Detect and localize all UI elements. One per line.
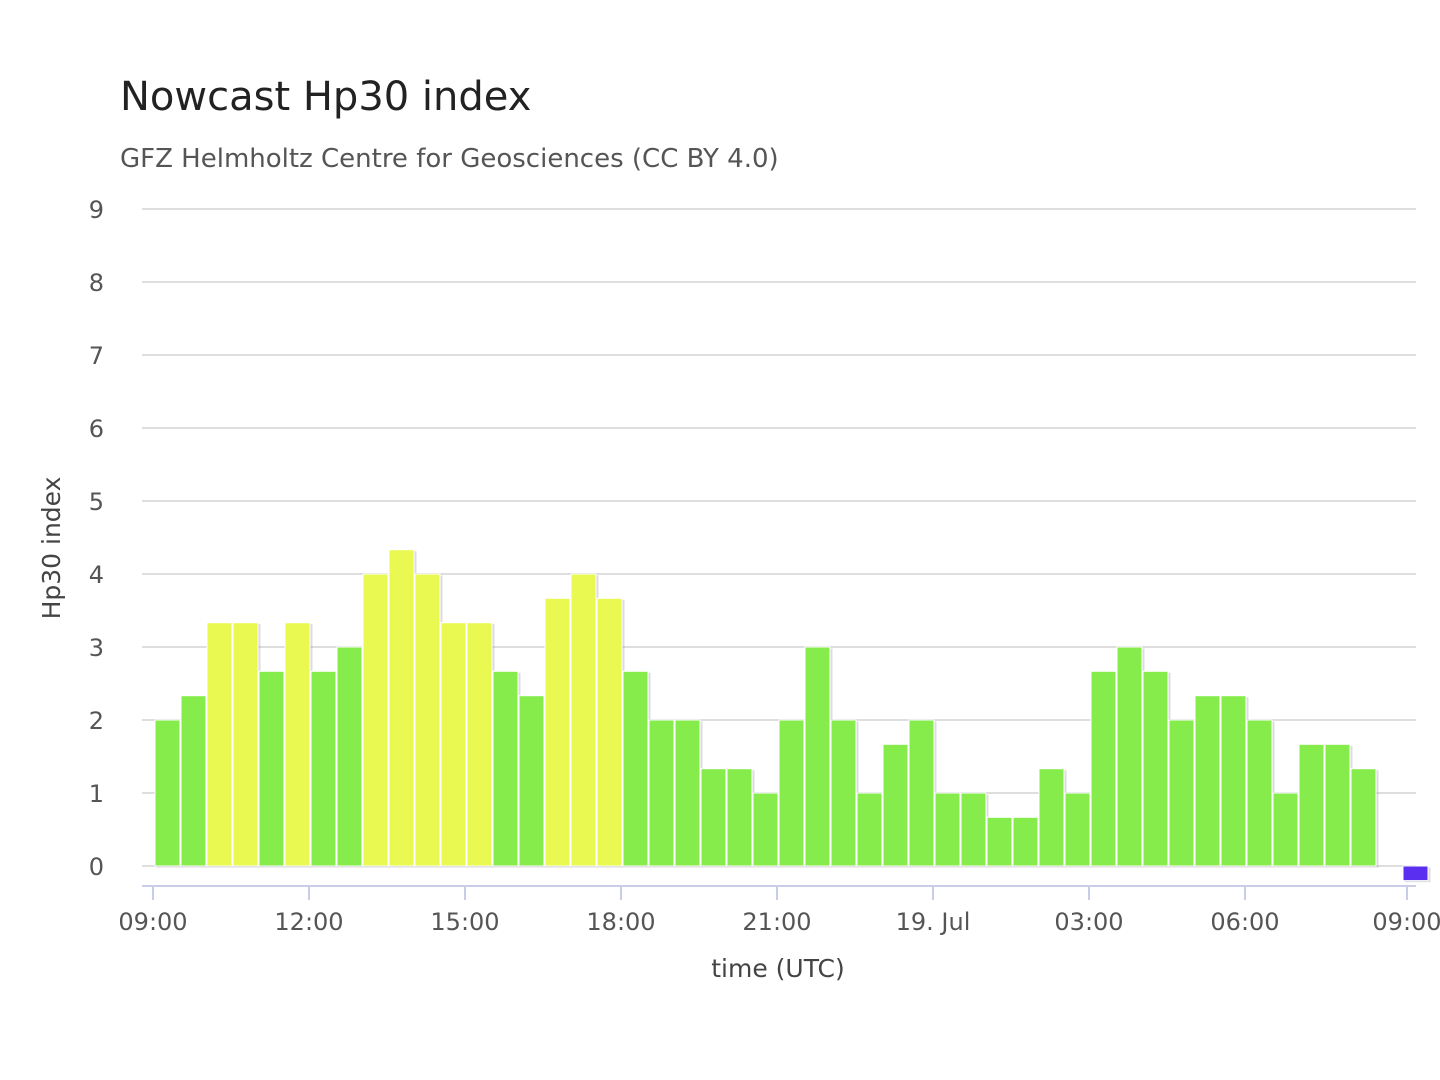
bar [180,695,207,867]
y-tick-label: 8 [89,269,104,297]
bar [1220,695,1247,867]
bar [856,792,883,867]
x-tick-label: 12:00 [274,908,343,936]
x-tick-label: 15:00 [430,908,499,936]
y-tick-label: 1 [89,780,104,808]
bar [336,646,363,867]
y-tick-label: 9 [89,196,104,224]
bar [284,622,311,867]
bar [804,646,831,867]
y-tick-label: 4 [89,561,104,589]
bar [726,768,753,867]
bar [310,670,337,867]
bar [882,743,909,867]
bar [1064,792,1091,867]
y-axis-title: Hp30 index [37,477,66,620]
bar [596,597,623,867]
bar [232,622,259,867]
x-axis-title: time (UTC) [711,954,845,983]
tick-labels: 0 1 2 3 4 5 6 7 8 9 09:00 12:00 15:00 18:00 21:00 19. J… [89,196,1440,936]
bar [752,792,779,867]
bar [908,719,935,867]
chart-title: Nowcast Hp30 index [120,74,532,120]
bar [440,622,467,867]
bar [1168,719,1195,867]
bar [674,719,701,867]
x-tick-label: 06:00 [1210,908,1279,936]
x-tick-label: 21:00 [742,908,811,936]
bar [1090,670,1117,867]
bar [362,573,389,867]
y-tick-label: 6 [89,415,104,443]
x-axis [142,885,1416,900]
bar [1116,646,1143,867]
bar [1402,865,1429,882]
bar [934,792,961,867]
chart-subtitle: GFZ Helmholtz Centre for Geosciences (CC… [120,144,779,174]
bar [518,695,545,867]
bar [1324,743,1351,867]
y-tick-label: 5 [89,488,104,516]
bar [960,792,987,867]
bar [154,719,181,867]
bar [1272,792,1299,867]
bar [1246,719,1273,867]
bar [648,719,675,867]
x-tick-label: 18:00 [586,908,655,936]
bar [1142,670,1169,867]
bar [388,549,415,867]
x-tick-label: 09:00 [1372,908,1440,936]
bar [466,622,493,867]
x-tick-label: 03:00 [1054,908,1123,936]
y-tick-label: 2 [89,707,104,735]
bar [1038,768,1065,867]
bar [206,622,233,867]
bar [414,573,441,867]
x-tick-label: 09:00 [118,908,187,936]
bar [258,670,285,867]
bar [570,573,597,867]
bar [622,670,649,867]
y-tick-label: 0 [89,853,104,881]
bar [778,719,805,867]
bar [1350,768,1377,867]
bars [154,549,1431,883]
bar [1194,695,1221,867]
bar [986,816,1013,867]
bar [1298,743,1325,867]
bar [544,597,571,867]
y-tick-label: 7 [89,342,104,370]
bar [492,670,519,867]
x-tick-label: 19. Jul [896,908,971,936]
y-tick-label: 3 [89,634,104,662]
bar [700,768,727,867]
bar [830,719,857,867]
bar [1012,816,1039,867]
